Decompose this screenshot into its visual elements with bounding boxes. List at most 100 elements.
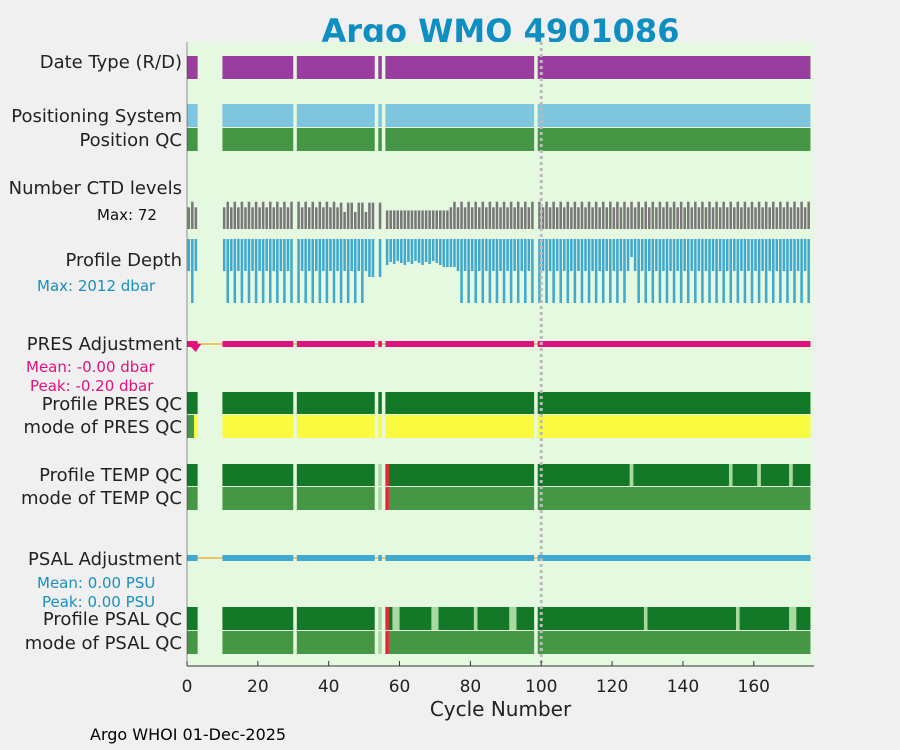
profile-depth-bar [771,239,775,303]
profile-depth-bar [566,239,570,303]
ctd-level-bar [191,201,194,229]
profile-temp-qc-band [760,464,790,486]
positioning-band [222,104,294,127]
profile-psal-qc-band [477,607,510,630]
profile-temp-qc-band [629,464,634,486]
ctd-level-bar [754,207,757,229]
ctd-level-bar [251,207,254,229]
ctd-level-bar [694,201,697,229]
profile-depth-bar [736,239,740,303]
mode-pres-qc-band [222,415,294,438]
ctd-level-bar [722,201,725,229]
mode-temp-qc-band [537,487,811,510]
ctd-level-bar [655,207,658,229]
positioning-band [537,104,811,127]
mode-temp-qc-band [296,487,375,510]
profile-temp-qc-band [537,464,630,486]
profile-depth-bar [619,239,623,271]
profile-depth-bar [580,239,584,303]
ctd-level-bar [640,207,644,229]
ctd-level-bar [442,210,446,229]
mode-psal-qc-band [537,631,811,654]
ctd-level-bar [633,207,637,229]
ctd-level-bar [743,201,747,229]
profile-depth-bar [339,239,343,303]
ctd-level-bar [400,210,403,229]
ctd-level-bar [598,207,601,229]
profile-psal-qc-band [739,607,790,630]
ctd-level-bar [701,201,704,229]
ctd-level-bar [541,207,545,229]
profile-depth-bar [421,239,424,265]
profile-depth-bar [570,239,573,271]
mode-pres-qc-band [194,415,198,438]
ctd-level-bar [385,210,389,229]
profile-depth-bar [807,239,810,303]
profile-depth-bar [725,239,729,271]
ctd-level-bar [431,210,435,229]
pres-adjustment-segment [385,341,535,347]
ctd-level-bar [545,201,548,229]
row-label-positioning-system: Positioning System [11,106,182,127]
profile-depth-bar [279,239,283,271]
profile-depth-bar [584,239,587,271]
ctd-level-bar [736,201,740,229]
profile-depth-bar [548,239,552,271]
ctd-level-bar [771,201,775,229]
profile-depth-bar [268,239,272,303]
ctd-level-bar [318,201,322,229]
profile-psal-qc-band [438,607,474,630]
ctd-level-bar [371,202,375,229]
ctd-level-bar [750,201,754,229]
ctd-level-bar [322,207,325,229]
ctd-level-bar [368,202,371,229]
profile-depth-bar [747,239,750,271]
profile-depth-bar [690,239,694,271]
mode-temp-qc-band [222,487,294,510]
data-type-band [187,56,198,79]
ctd-level-bar [283,201,286,229]
ctd-level-bar [361,202,364,229]
profile-temp-qc-band [378,464,382,486]
ctd-level-bar [587,201,591,229]
ctd-level-bar [506,207,509,229]
profile-depth-bar [463,239,467,271]
profile-pres-qc-band [385,392,535,414]
ctd-level-bar [230,207,233,229]
profile-depth-bar [495,239,499,303]
psal-peak-label: Peak: 0.00 PSU [42,593,156,611]
ctd-level-bar [244,207,247,229]
profile-depth-bar [474,239,477,303]
profile-depth-bar [439,239,442,265]
ctd-level-bar [421,210,424,229]
profile-depth-bar [573,239,577,303]
profile-temp-qc-band [388,464,535,486]
profile-depth-bar [460,239,463,303]
data-type-band [385,56,535,79]
profile-depth-bar [733,239,736,271]
pres-mean-label: Mean: -0.00 dbar [26,358,155,376]
ctd-level-bar [562,207,566,229]
profile-depth-bar [410,239,414,264]
ctd-level-bar [669,207,672,229]
row-label-profile-depth: Profile Depth [65,250,182,271]
ctd-level-bar [559,201,562,229]
profile-depth-bar [329,239,332,271]
ctd-level-bar [605,207,609,229]
profile-depth-bar [800,239,803,303]
ctd-level-bar [708,201,711,229]
profile-depth-bar [371,239,375,277]
profile-depth-bar [502,239,506,303]
row-label-mode-pres-qc: mode of PRES QC [23,417,182,438]
ctd-level-bar [481,201,485,229]
ctd-level-bar [265,207,268,229]
profile-depth-bar [516,239,520,303]
profile-depth-bar [346,239,350,303]
profile-depth-bar [704,239,708,271]
ctd-level-bar [499,207,502,229]
profile-depth-bar [786,239,789,303]
profile-pres-qc-band [187,392,198,414]
mode-psal-qc-band [388,631,535,654]
positioning-band [378,104,382,127]
ctd-level-bar [279,207,283,229]
